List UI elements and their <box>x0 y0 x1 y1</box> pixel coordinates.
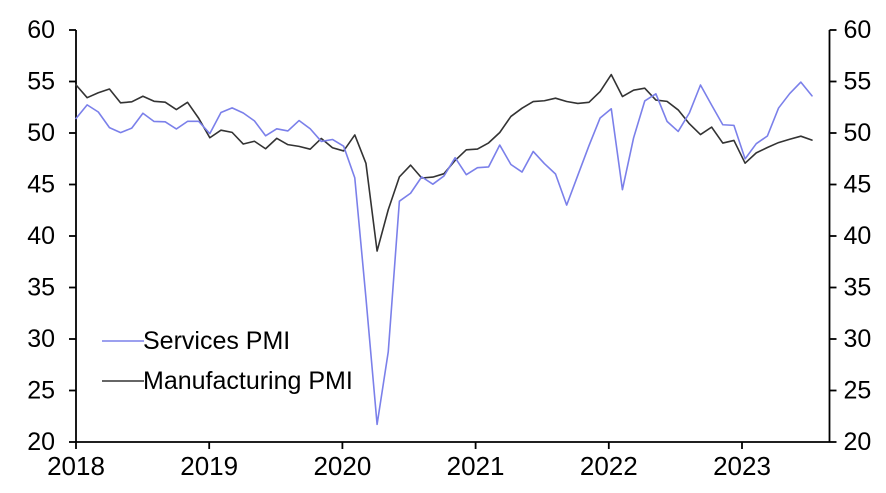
svg-text:Manufacturing PMI: Manufacturing PMI <box>143 367 353 395</box>
svg-text:2020: 2020 <box>313 451 371 481</box>
svg-text:50: 50 <box>27 119 55 147</box>
svg-text:25: 25 <box>844 377 872 405</box>
svg-text:55: 55 <box>844 68 872 96</box>
svg-text:60: 60 <box>27 16 55 44</box>
svg-text:25: 25 <box>27 377 55 405</box>
svg-text:35: 35 <box>844 274 872 302</box>
svg-text:20: 20 <box>844 428 872 456</box>
svg-text:50: 50 <box>844 119 872 147</box>
svg-text:40: 40 <box>844 222 872 250</box>
svg-text:2021: 2021 <box>447 451 505 481</box>
svg-text:2019: 2019 <box>180 451 238 481</box>
svg-text:2022: 2022 <box>580 451 638 481</box>
svg-text:Services PMI: Services PMI <box>143 327 290 355</box>
svg-text:2018: 2018 <box>47 451 105 481</box>
svg-text:40: 40 <box>27 222 55 250</box>
svg-text:55: 55 <box>27 68 55 96</box>
svg-text:2023: 2023 <box>713 451 771 481</box>
svg-text:35: 35 <box>27 274 55 302</box>
svg-text:30: 30 <box>844 325 872 353</box>
svg-text:30: 30 <box>27 325 55 353</box>
svg-text:45: 45 <box>27 171 55 199</box>
svg-text:60: 60 <box>844 16 872 44</box>
svg-text:45: 45 <box>844 171 872 199</box>
